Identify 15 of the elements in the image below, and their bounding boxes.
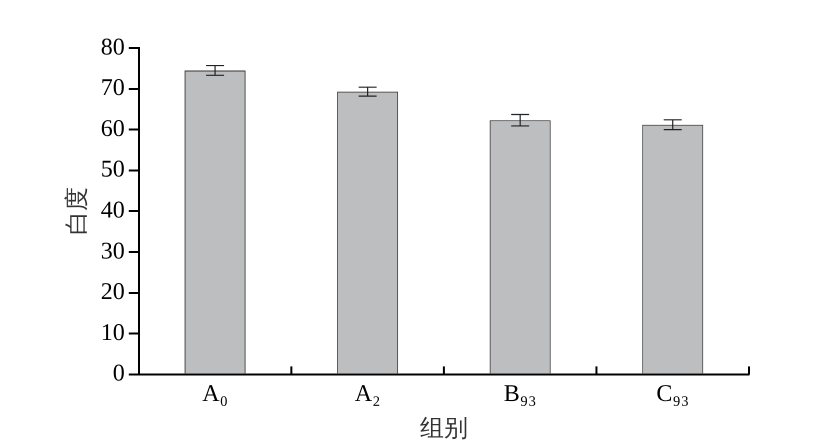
y-tick-label: 80 bbox=[100, 34, 125, 60]
y-tick-label: 60 bbox=[100, 116, 125, 142]
y-tick-label: 30 bbox=[100, 238, 125, 264]
x-axis-title: 组别 bbox=[420, 416, 468, 442]
y-tick-label: 50 bbox=[100, 156, 125, 183]
x-tick-label: A₂ bbox=[354, 381, 380, 408]
x-tick-label: C₉₃ bbox=[656, 381, 690, 408]
y-tick-label: 40 bbox=[100, 197, 125, 224]
y-tick-label: 10 bbox=[100, 320, 125, 346]
y-tick-label: 0 bbox=[112, 360, 125, 387]
y-tick-label: 20 bbox=[100, 279, 125, 306]
y-axis-title: 白度 bbox=[64, 187, 91, 236]
x-tick-label: A₀ bbox=[202, 381, 228, 408]
y-tick-label: 70 bbox=[100, 75, 125, 102]
x-tick-label: B₉₃ bbox=[504, 381, 537, 408]
